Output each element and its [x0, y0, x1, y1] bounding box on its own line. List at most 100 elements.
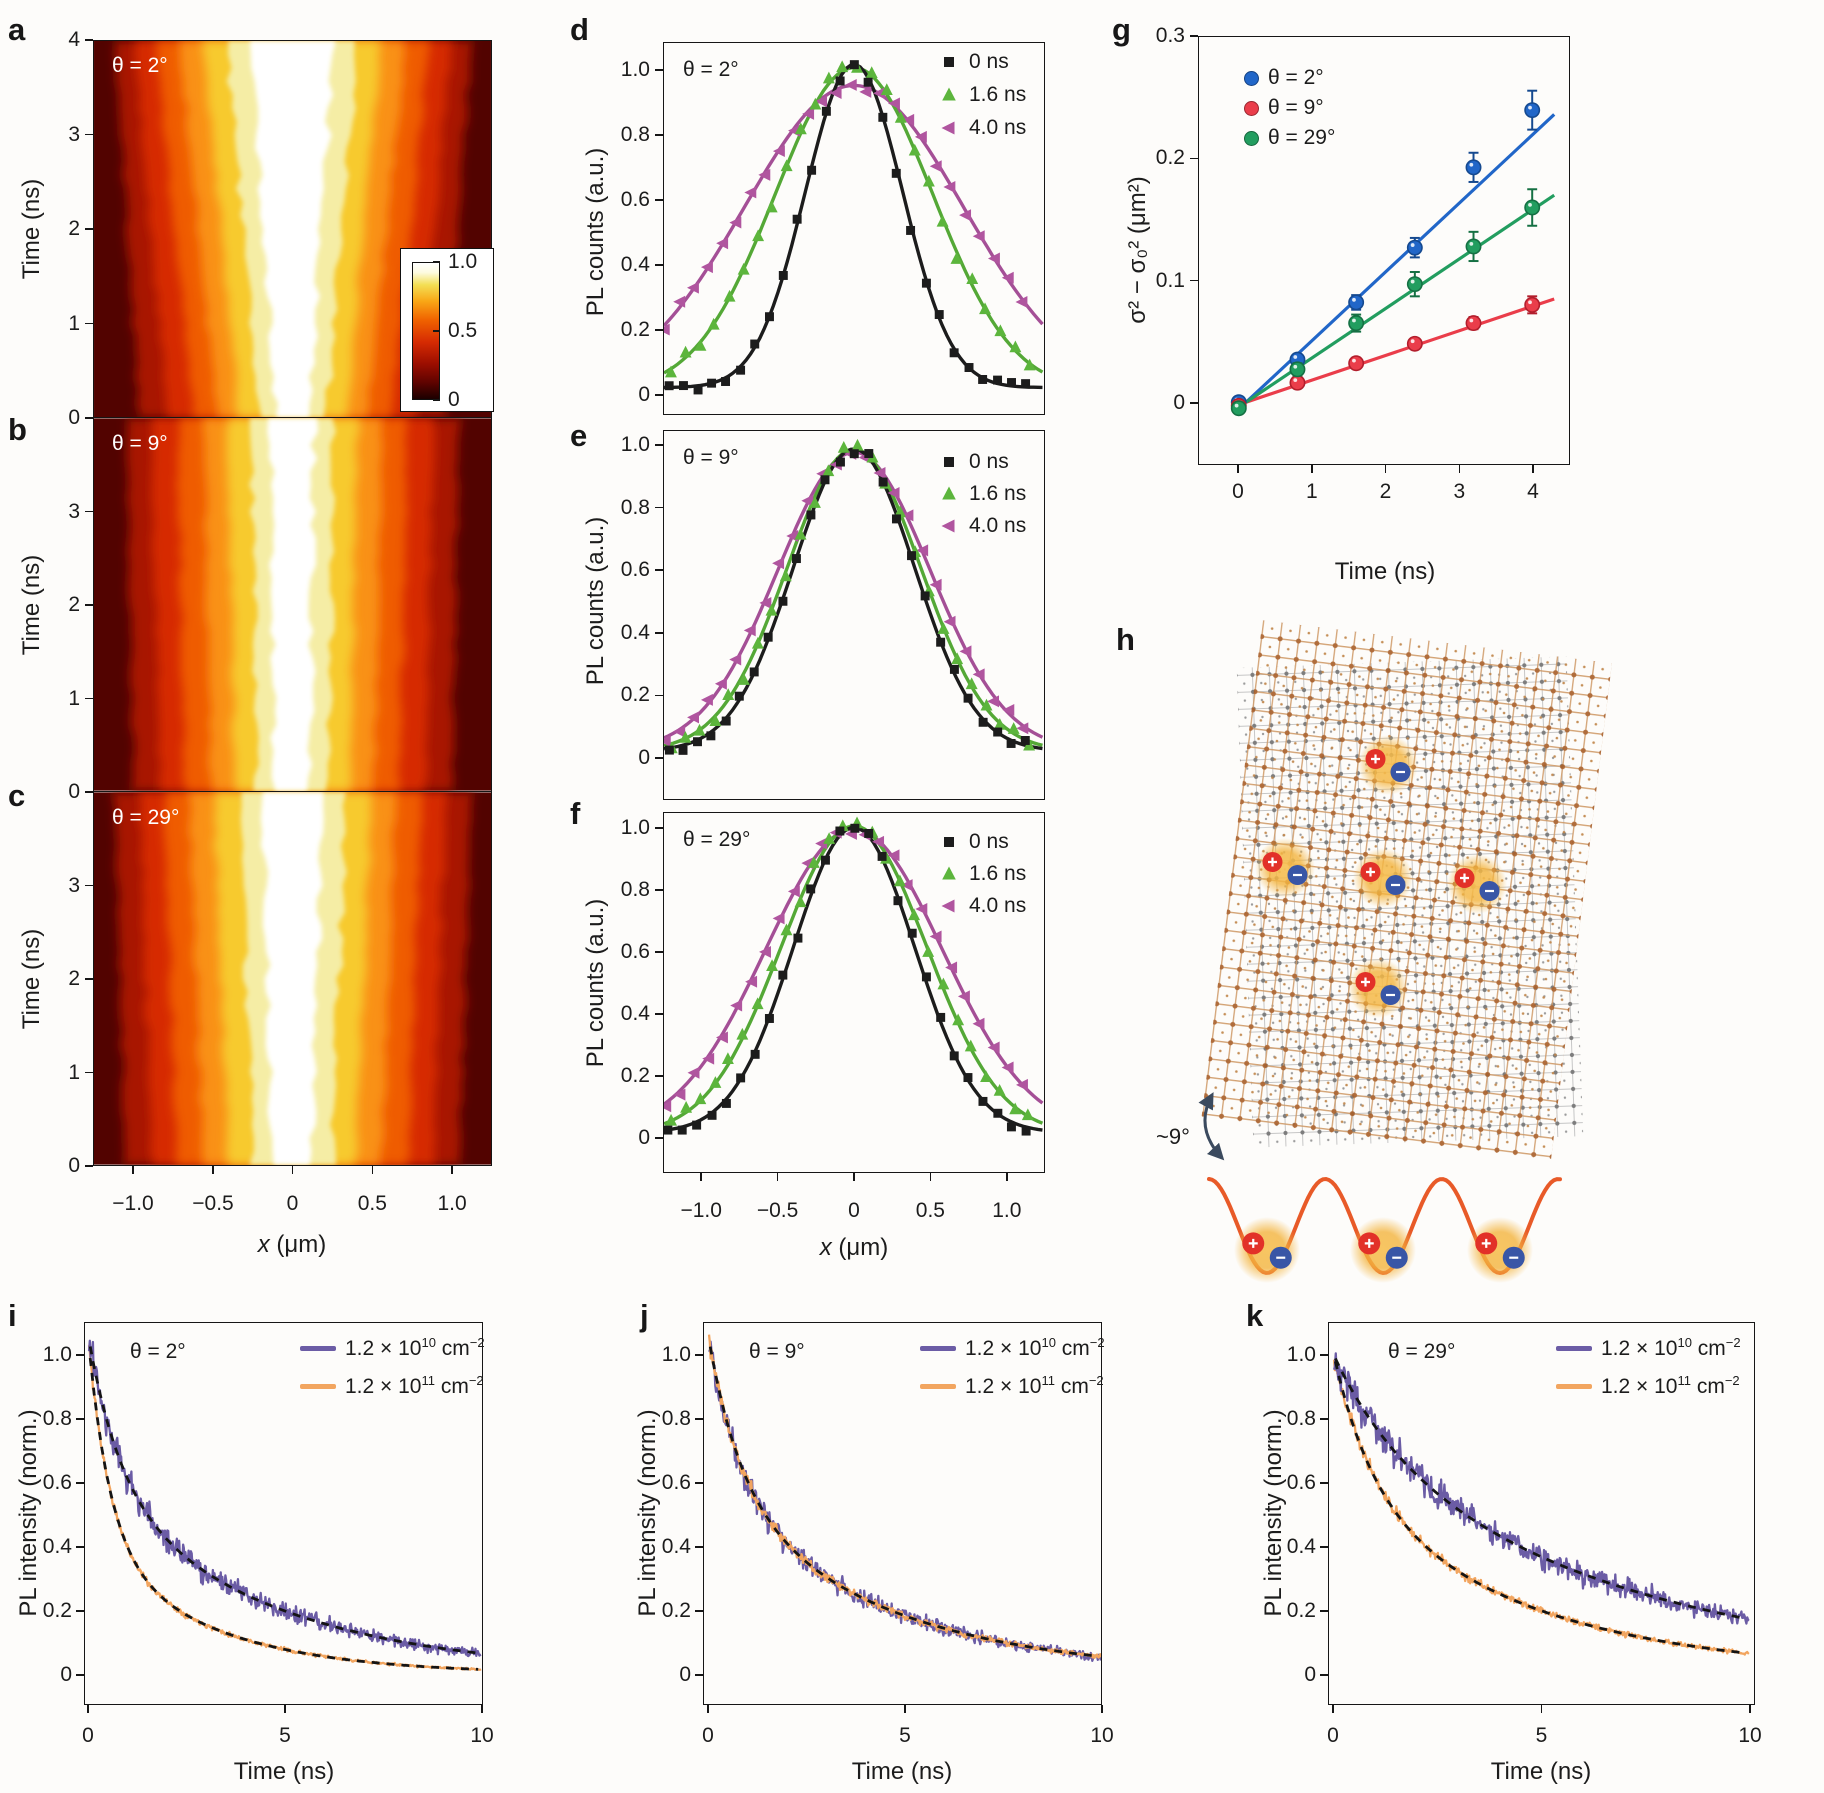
- tick-label: 0: [60, 1663, 72, 1686]
- panel-letter-a: a: [8, 12, 26, 47]
- tick-label: 0.2: [661, 1599, 691, 1622]
- panel-letter-c: c: [8, 778, 26, 813]
- tick-label: 0.2: [42, 1599, 72, 1622]
- tick-mark: [655, 694, 663, 697]
- tick-label: 0.6: [1286, 1471, 1316, 1494]
- tick-mark: [481, 1705, 483, 1713]
- tick-mark: [695, 1546, 703, 1548]
- line-swatch-icon: [1556, 1345, 1592, 1351]
- triangle-left-icon: [941, 519, 955, 533]
- legend-item-density-10: 1.2 × 1010 cm−2: [1556, 1335, 1741, 1361]
- tick-label: 10: [1090, 1724, 1114, 1747]
- theta-label-k: θ = 29°: [1388, 1340, 1456, 1363]
- tick-mark: [929, 1173, 932, 1181]
- legend-label: 4.0 ns: [969, 514, 1027, 537]
- tick-mark: [1311, 465, 1313, 473]
- heatmap-theta-9: [93, 418, 492, 792]
- tick-mark: [1190, 157, 1198, 160]
- theta-label-c: θ = 29°: [112, 806, 180, 829]
- tick-mark: [76, 1354, 84, 1356]
- tick-mark: [1332, 1705, 1334, 1713]
- tick-mark: [1190, 279, 1198, 282]
- panel-letter-k: k: [1246, 1298, 1264, 1333]
- tick-label: 1.0: [42, 1343, 72, 1366]
- tick-label: 2: [68, 217, 80, 240]
- legend-item-1.6ns: 1.6 ns: [938, 482, 1026, 506]
- tick-label: 0: [679, 1663, 691, 1686]
- tick-mark: [695, 1418, 703, 1420]
- circle-marker-icon: [1244, 70, 1259, 86]
- tick-label: 0.4: [42, 1535, 72, 1558]
- tick-label: 0.2: [1155, 146, 1185, 170]
- line-swatch-icon: [920, 1383, 956, 1389]
- tick-label: 0.4: [620, 620, 650, 644]
- decay-plot-theta-29: [1328, 1322, 1755, 1705]
- diffusion-plot: [1198, 36, 1570, 465]
- line-swatch-icon: [300, 1345, 336, 1351]
- ylabel-f: PL counts (a.u.): [582, 898, 609, 1068]
- legend-item-density-11: 1.2 × 1011 cm−2: [300, 1373, 484, 1399]
- tick-label: 0: [848, 1199, 860, 1222]
- tick-mark: [433, 261, 440, 263]
- legend-label: 1.2 × 1011 cm−2: [965, 1373, 1104, 1398]
- square-icon: [944, 837, 954, 847]
- legend-item-0ns: 0 ns: [938, 50, 1009, 74]
- xlabel-f-rest: (μm): [831, 1234, 889, 1261]
- tick-mark: [655, 889, 663, 891]
- twist-angle-label: ~9°: [1156, 1124, 1190, 1149]
- legend-item-θ=9°: θ = 9°: [1244, 96, 1324, 120]
- tick-label: 0.6: [42, 1471, 72, 1494]
- tick-label: 0.4: [1286, 1535, 1316, 1558]
- tick-label: 3: [68, 499, 80, 523]
- tick-label: 1.0: [448, 250, 478, 273]
- theta-label-e: θ = 9°: [683, 446, 739, 469]
- legend-label: 4.0 ns: [969, 116, 1027, 139]
- moire-lattice-illustration: [1198, 620, 1612, 1283]
- tick-mark: [76, 1674, 84, 1676]
- tick-mark: [433, 330, 440, 332]
- tick-label: 0.8: [620, 123, 650, 146]
- tick-label: 0.5: [448, 319, 478, 342]
- tick-label: 0.4: [620, 253, 650, 276]
- tick-mark: [1320, 1418, 1328, 1420]
- tick-mark: [655, 757, 663, 759]
- legend-item-4.0ns: 4.0 ns: [938, 514, 1026, 538]
- tick-mark: [1458, 465, 1461, 473]
- tick-label: −0.5: [192, 1192, 234, 1215]
- line-swatch-icon: [920, 1345, 956, 1351]
- tick-label: 4: [1527, 480, 1539, 503]
- legend-item-4.0ns: 4.0 ns: [938, 894, 1026, 918]
- tick-mark: [85, 133, 93, 136]
- heatmap-theta-2: [93, 40, 492, 418]
- legend-item-0ns: 0 ns: [938, 830, 1009, 854]
- tick-label: 5: [279, 1724, 291, 1747]
- tick-label: 0: [68, 1154, 80, 1177]
- panel-letter-h: h: [1116, 622, 1135, 657]
- tick-label: 2: [68, 593, 80, 616]
- tick-label: 0: [68, 406, 80, 429]
- tick-label: 0.5: [357, 1192, 387, 1215]
- tick-mark: [76, 1482, 84, 1484]
- tick-label: 3: [68, 873, 80, 897]
- theta-label-a: θ = 2°: [112, 54, 168, 77]
- tick-label: 1.0: [661, 1343, 691, 1366]
- tick-label: 0.2: [620, 318, 650, 341]
- triangle-left-icon: [941, 899, 955, 913]
- tick-label: −1.0: [680, 1199, 722, 1222]
- triangle-up-icon: [942, 87, 956, 101]
- panel-letter-e: e: [570, 418, 588, 453]
- tick-label: 0: [82, 1724, 94, 1747]
- tick-mark: [85, 791, 93, 793]
- tick-label: 0.2: [620, 1064, 650, 1087]
- xlabel-c: x (μm): [258, 1231, 326, 1259]
- tick-mark: [695, 1674, 703, 1676]
- tick-mark: [451, 1166, 453, 1174]
- ylabel-b: Time (ns): [18, 554, 45, 656]
- tick-label: 0.2: [1286, 1599, 1316, 1622]
- tick-label: 0: [68, 780, 80, 803]
- legend-label: 1.6 ns: [969, 482, 1027, 505]
- xlabel-k: Time (ns): [1490, 1758, 1592, 1785]
- tick-mark: [85, 39, 93, 41]
- tick-mark: [433, 399, 440, 401]
